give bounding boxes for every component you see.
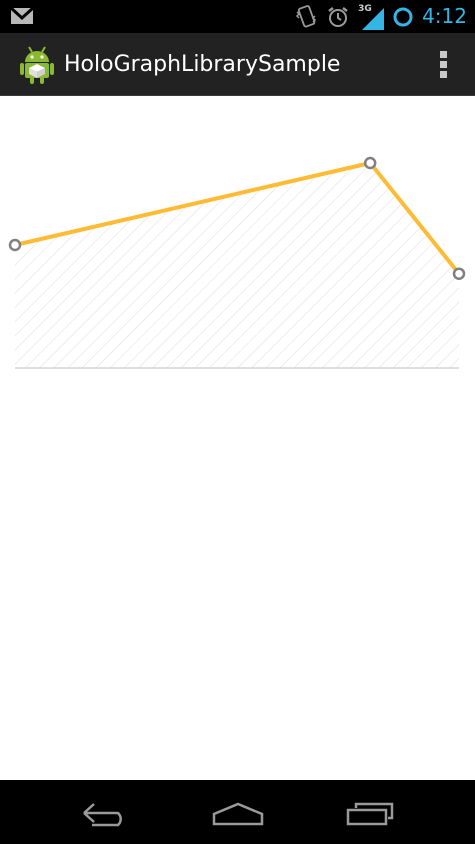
navigation-bar [0,780,475,844]
android-robot-icon[interactable] [19,45,55,85]
app-title: HoloGraphLibrarySample [64,52,341,77]
recent-apps-button[interactable] [330,780,410,844]
status-time: 4:12 [422,4,467,28]
sync-icon [393,7,413,26]
line-graph[interactable] [0,96,475,396]
gmail-icon [9,6,35,24]
home-button[interactable] [198,780,278,844]
graph-point[interactable] [363,156,377,170]
system-icons: 3G 4:12 [294,0,467,33]
graph-fill [15,163,459,368]
recent-apps-icon [346,802,394,826]
status-bar: 3G 4:12 [0,0,475,33]
back-icon [83,803,122,827]
action-bar: HoloGraphLibrarySample [0,33,475,96]
network-type-label: 3G [358,3,372,14]
graph-point[interactable] [8,238,22,252]
vibrate-icon [296,4,317,27]
notification-area [9,6,35,31]
content-area [0,96,475,780]
back-button[interactable] [66,780,146,844]
overflow-menu-icon[interactable] [435,51,451,79]
alarm-icon [328,6,348,27]
signal-3g-icon: 3G [358,3,385,30]
home-icon [212,802,264,826]
graph-point[interactable] [452,267,466,280]
